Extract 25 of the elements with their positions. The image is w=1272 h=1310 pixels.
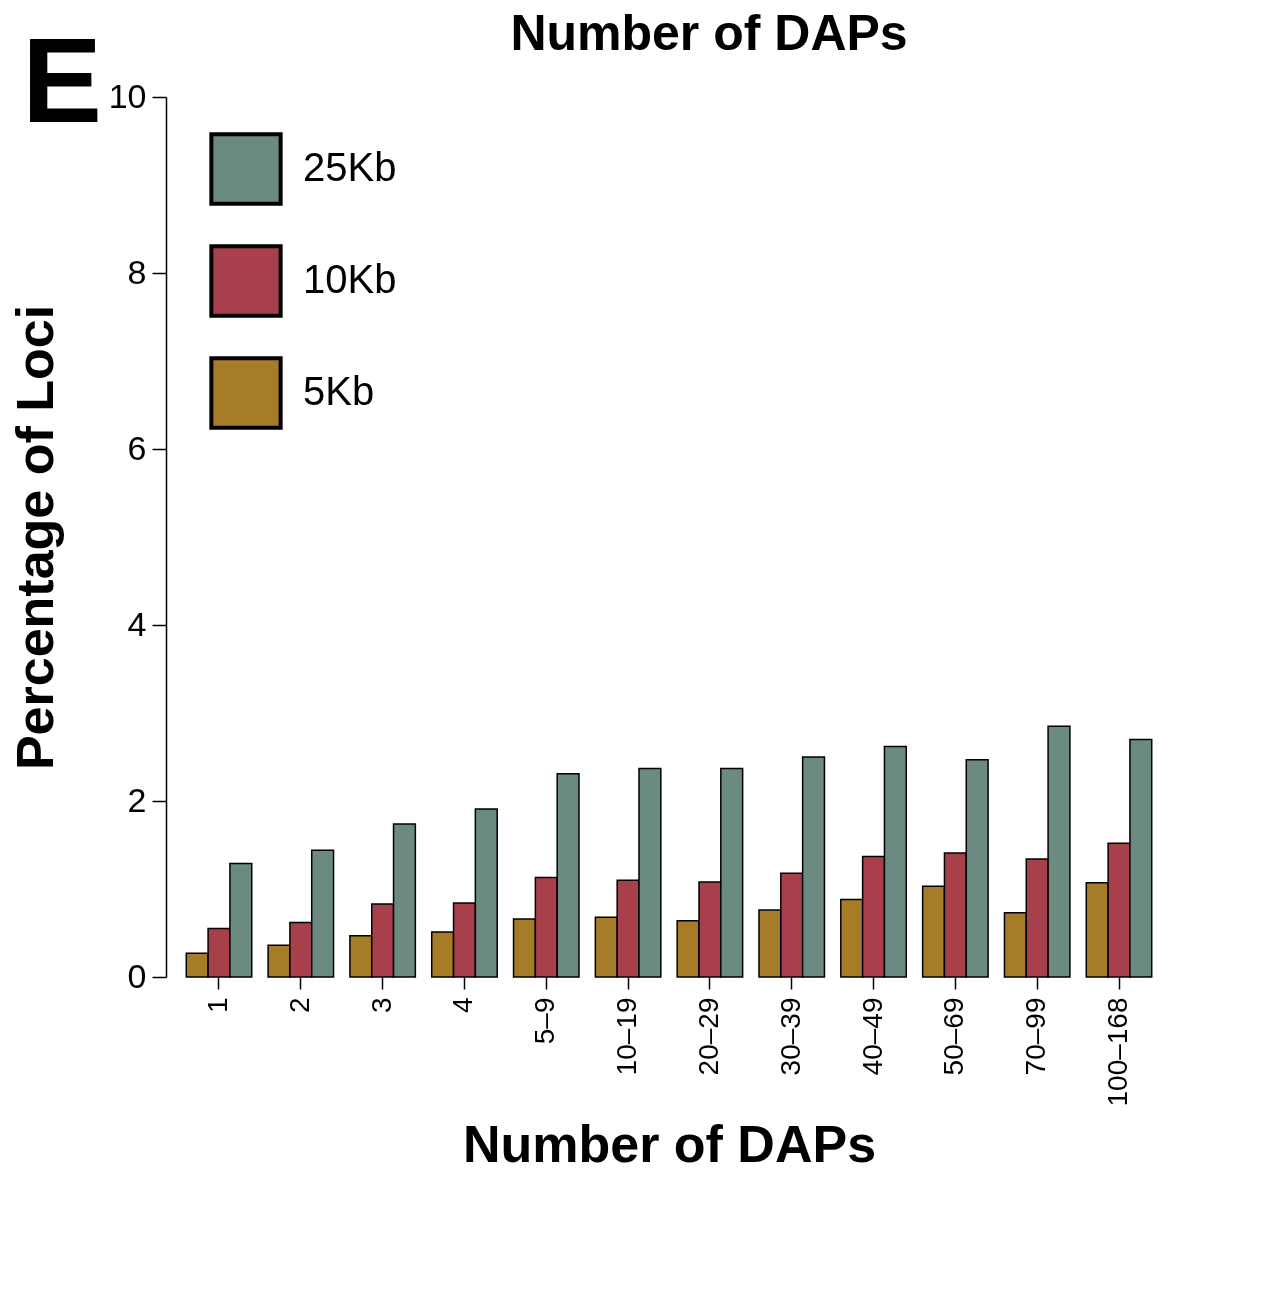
y-tick-label: 8 [127,252,147,291]
x-tick-label: 3 [365,997,397,1014]
y-tick-label: 4 [127,604,147,643]
x-tick-label: 20–29 [692,997,724,1076]
x-tick-label: 10–19 [611,997,643,1076]
x-tick-label: 70–99 [1020,997,1052,1076]
x-tick-label: 40–49 [856,997,888,1076]
chart-title: Number of DAPs [510,5,908,61]
x-tick-label: 4 [447,997,479,1014]
y-tick-label: 6 [127,428,147,467]
legend-label: 10Kb [303,257,397,301]
x-tick-label: 50–69 [938,997,970,1076]
x-tick-label: 5–9 [529,997,561,1045]
x-axis-title: Number of DAPs [462,1114,877,1173]
x-tick-label: 2 [283,997,315,1014]
text: E [22,13,103,147]
legend-label: 5Kb [303,369,375,413]
x-tick-label: 1 [202,997,233,1014]
y-tick-label: 2 [127,780,147,819]
legend-label: 25Kb [303,145,397,189]
y-tick-label: 0 [127,956,147,995]
x-tick-label: 100–168 [1102,997,1133,1107]
y-axis-title: Percentage of Loci [5,304,64,771]
y-tick-label: 10 [108,76,147,115]
x-tick-label: 30–39 [774,997,806,1076]
